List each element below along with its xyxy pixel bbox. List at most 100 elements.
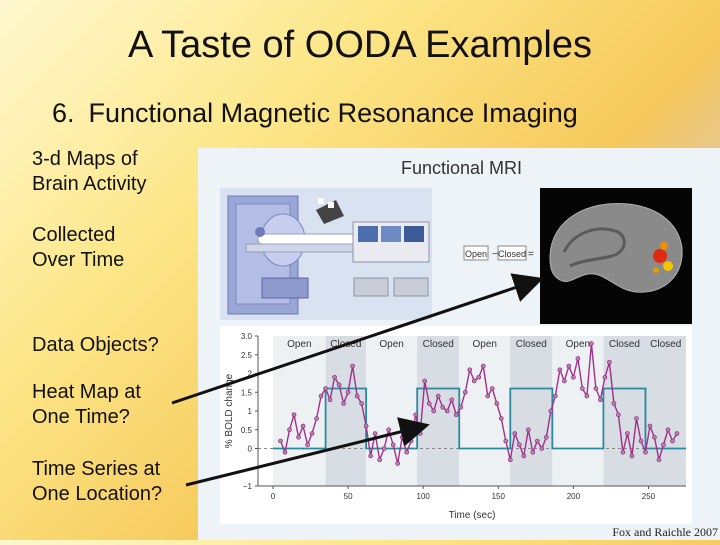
y-tick-label: −1: [243, 482, 253, 491]
x-tick-label: 200: [567, 492, 581, 501]
bold-signal-point: [354, 393, 360, 399]
subtraction-equation: Open − Closed =: [463, 245, 534, 261]
x-tick-label: 100: [417, 492, 431, 501]
bold-signal-point: [318, 393, 324, 399]
bold-signal-point: [562, 378, 567, 384]
bold-signal-point: [580, 386, 585, 391]
eq-equals-label: =: [528, 249, 534, 260]
caption-line: Time Series at: [32, 458, 161, 480]
bold-signal-point: [507, 457, 513, 463]
caption-line: Collected: [32, 224, 116, 246]
bold-signal-point: [553, 393, 558, 399]
bold-signal-point: [404, 449, 409, 455]
bold-signal-point: [575, 356, 581, 361]
bold-signal-point: [413, 412, 418, 418]
condition-block: [459, 336, 511, 486]
caption-line: Brain Activity: [32, 173, 147, 195]
condition-label: Closed: [330, 339, 361, 350]
bold-signal-point: [638, 438, 644, 444]
y-tick-label: 0.5: [241, 426, 253, 435]
bold-signal-point: [625, 431, 630, 436]
y-tick-label: 1: [248, 407, 253, 416]
bold-signal-point: [417, 431, 423, 436]
bold-signal-point: [611, 401, 617, 406]
bold-signal-point: [634, 416, 639, 421]
condition-label: Open: [473, 339, 497, 350]
bold-signal-point: [300, 423, 306, 429]
bold-signal-point: [386, 427, 391, 433]
bold-signal-point: [363, 423, 369, 429]
bold-signal-point: [372, 431, 378, 436]
bold-signal-point: [548, 408, 554, 414]
bold-signal-point: [341, 401, 346, 406]
bold-signal-point: [498, 416, 504, 421]
x-axis-title: Time (sec): [449, 510, 496, 521]
x-tick-label: 50: [344, 492, 353, 501]
bold-signal-point: [616, 412, 621, 418]
condition-block: [510, 336, 553, 486]
caption-line: One Time?: [32, 406, 130, 428]
bold-signal-point: [629, 453, 635, 459]
bold-signal-point: [332, 374, 337, 380]
eq-open-label: Open: [465, 249, 487, 259]
x-tick-label: 150: [492, 492, 506, 501]
bold-signal-point: [535, 438, 540, 444]
subtitle-text: Functional Magnetic Resonance Imaging: [88, 98, 578, 128]
bold-signal-point: [489, 386, 495, 391]
bold-signal-point: [426, 401, 432, 406]
bold-signal-point: [607, 359, 612, 365]
bold-signal-point: [336, 382, 342, 388]
caption-time-series: Time Series at One Location?: [32, 457, 162, 507]
condition-label: Closed: [423, 339, 454, 350]
bold-signal-point: [674, 431, 680, 436]
bold-signal-point: [517, 442, 522, 448]
slide-title: A Taste of OODA Examples: [128, 24, 592, 66]
mri-scanner-illustration: [220, 188, 432, 320]
bold-signal-point: [593, 386, 599, 391]
caption-3d-maps: 3-d Maps of Brain Activity: [32, 147, 146, 197]
bold-signal-point: [422, 378, 427, 384]
bold-signal-point: [278, 438, 283, 444]
bold-signal-point: [526, 427, 531, 433]
y-tick-label: 2.5: [241, 351, 253, 360]
bold-signal-point: [589, 341, 594, 346]
bold-signal-point: [598, 397, 603, 403]
figure-credit: Fox and Raichle 2007: [612, 525, 718, 539]
bold-signal-point: [665, 427, 671, 433]
bold-signal-point: [557, 367, 563, 373]
caption-line: 3-d Maps of: [32, 148, 138, 170]
condition-label: Closed: [516, 339, 547, 350]
condition-label: Closed: [650, 339, 681, 350]
bold-signal-point: [440, 404, 446, 410]
condition-label: Open: [566, 339, 590, 350]
bold-signal-point: [291, 412, 297, 418]
caption-line: One Location?: [32, 483, 163, 505]
bold-signal-point: [305, 442, 310, 448]
bold-signal-point: [512, 431, 518, 436]
bold-signal-point: [471, 378, 477, 384]
bold-signal-point: [395, 461, 400, 466]
bold-timeseries-chart: Open Closed Open Closed Open Closed Open Closed…: [220, 326, 692, 524]
bold-signal-point: [296, 434, 301, 440]
caption-line: Over Time: [32, 249, 125, 271]
condition-block: [645, 336, 686, 486]
bold-signal-point: [449, 397, 455, 403]
bold-signal-point: [458, 404, 464, 410]
bold-signal-point: [314, 416, 319, 421]
caption-collected: Collected Over Time: [32, 223, 124, 273]
bold-signal-point: [661, 442, 666, 448]
bold-signal-point: [390, 442, 396, 448]
bold-signal-point: [480, 363, 486, 369]
y-tick-label: 2: [248, 370, 253, 379]
condition-label: Open: [379, 339, 403, 350]
fmri-figure-svg: Functional MRI Open − Closed: [220, 158, 692, 524]
bold-signal-point: [287, 427, 292, 433]
bold-signal-point: [453, 412, 459, 418]
condition-label: Closed: [609, 339, 640, 350]
y-axis-title: % BOLD change: [224, 373, 235, 448]
fmri-figure: Functional MRI Open − Closed: [198, 148, 720, 540]
bold-signal-point: [647, 423, 653, 429]
caption-data-objects: Data Objects?: [32, 333, 159, 358]
caption-heat-map: Heat Map at One Time?: [32, 380, 141, 430]
bold-signal-point: [494, 401, 500, 406]
